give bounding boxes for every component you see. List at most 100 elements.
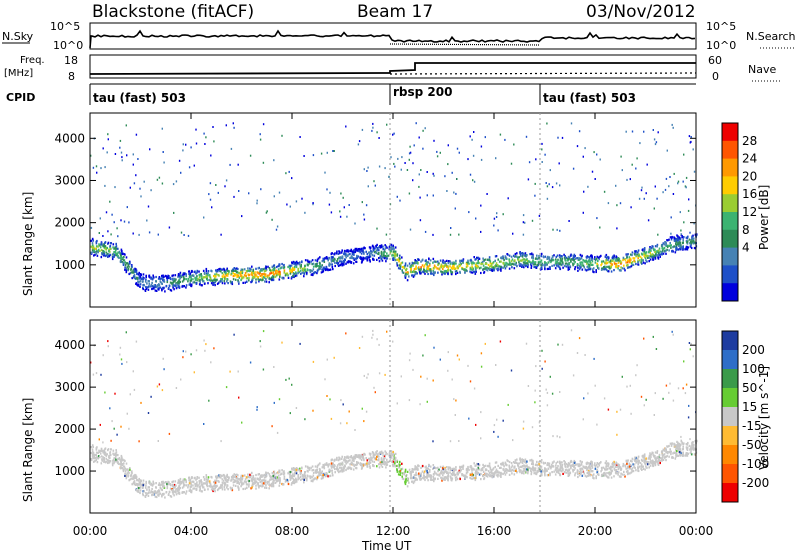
velocity-point — [620, 472, 622, 475]
velocity-point — [522, 467, 525, 470]
power-point — [451, 261, 453, 264]
power-point — [125, 271, 128, 274]
power-point — [136, 272, 138, 276]
velocity-point — [259, 474, 262, 477]
power-point — [642, 261, 645, 264]
power-point — [665, 252, 667, 255]
power-point — [596, 217, 598, 220]
power-point — [199, 273, 201, 276]
velocity-point — [497, 464, 499, 467]
power-point — [584, 147, 586, 150]
velocity-point — [215, 475, 217, 478]
power-point — [591, 260, 594, 263]
power-point — [518, 256, 521, 259]
power-point — [386, 246, 388, 249]
power-point — [341, 249, 343, 252]
velocity-point — [269, 478, 271, 481]
power-point — [285, 272, 287, 275]
power-point — [661, 247, 663, 250]
power-point — [196, 269, 199, 272]
power-point — [346, 215, 348, 218]
power-point — [628, 261, 631, 264]
power-panel — [89, 112, 698, 308]
power-point — [405, 272, 407, 276]
velocity-point — [416, 468, 419, 471]
power-point — [447, 267, 450, 270]
power-point — [162, 151, 164, 153]
velocity-point — [198, 482, 201, 485]
power-point — [135, 133, 138, 136]
power-point — [125, 256, 128, 259]
power-point — [332, 256, 334, 259]
power-scatter — [90, 122, 698, 293]
power-point — [533, 263, 535, 266]
power-point — [214, 284, 216, 287]
power-point — [432, 266, 435, 270]
power-point — [669, 241, 671, 245]
velocity-point — [361, 466, 363, 469]
power-point — [519, 259, 521, 262]
power-point — [548, 258, 551, 261]
power-point — [467, 259, 469, 262]
velocity-point — [251, 478, 254, 481]
velocity-point — [334, 467, 336, 471]
nsky-panel: N.Sky 10^5 10^0 10^5 10^0 N.Search — [2, 20, 796, 52]
power-point — [289, 272, 292, 275]
power-point — [362, 251, 365, 254]
power-point — [662, 191, 664, 194]
power-point — [688, 238, 691, 241]
power-point — [211, 270, 213, 273]
power-point — [631, 163, 633, 166]
velocity-point — [272, 473, 275, 476]
power-point — [583, 266, 585, 269]
power-point — [413, 274, 416, 277]
velocity-point — [606, 472, 608, 475]
power-point — [453, 267, 456, 270]
velocity-point — [113, 453, 115, 457]
power-point — [582, 259, 584, 262]
velocity-point — [420, 474, 422, 477]
power-point — [118, 250, 121, 253]
power-point — [147, 280, 150, 283]
power-point — [272, 277, 275, 280]
power-point — [557, 258, 559, 261]
power-point — [473, 131, 475, 133]
velocity-point — [190, 485, 192, 488]
velocity-point — [179, 480, 181, 483]
power-point — [105, 211, 108, 214]
power-point — [215, 184, 217, 186]
power-point — [195, 282, 198, 285]
power-point — [136, 277, 139, 280]
power-point — [236, 267, 238, 270]
velocity-point — [312, 480, 314, 483]
power-point — [519, 264, 521, 267]
power-point — [683, 153, 685, 156]
velocity-point — [185, 492, 187, 495]
velocity-point — [355, 454, 358, 457]
velocity-point — [529, 469, 532, 472]
power-point — [414, 259, 416, 262]
velocity-point — [655, 459, 657, 462]
velocity-point — [190, 483, 192, 486]
velocity-point — [654, 457, 656, 460]
power-point — [102, 243, 104, 246]
power-point — [500, 267, 502, 270]
power-point — [568, 256, 571, 259]
power-point — [679, 239, 681, 242]
power-point — [401, 156, 403, 159]
power-point — [392, 244, 394, 247]
velocity-point — [515, 468, 517, 471]
velocity-point — [207, 478, 209, 481]
power-point — [340, 260, 342, 263]
power-point — [300, 263, 302, 267]
power-point — [450, 227, 452, 229]
velocity-point — [607, 476, 609, 479]
velocity-point — [213, 488, 215, 491]
velocity-point — [363, 459, 365, 462]
velocity-point — [455, 468, 457, 471]
power-point — [409, 151, 412, 154]
power-point — [557, 263, 559, 266]
power-point — [540, 252, 543, 255]
power-point — [391, 254, 393, 257]
velocity-point — [211, 476, 213, 479]
